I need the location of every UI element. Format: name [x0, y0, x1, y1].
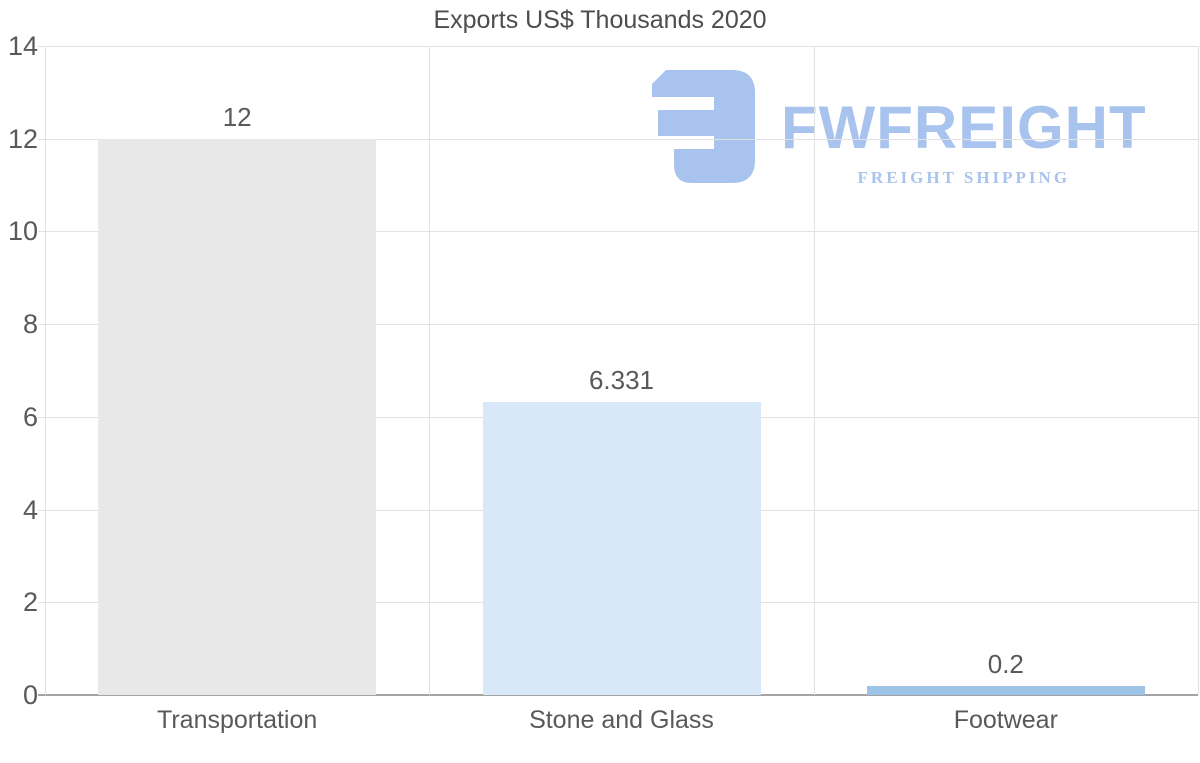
x-category-label: Footwear — [953, 706, 1058, 734]
y-tick-label: 6 — [22, 401, 38, 432]
bar-stone-and-glass — [482, 401, 761, 695]
bar-value-label: 12 — [222, 101, 252, 132]
y-tick-label: 2 — [22, 587, 38, 618]
watermark-brand-name: FWFREIGHT — [781, 94, 1147, 161]
x-category-label: Transportation — [157, 706, 318, 734]
watermark-text: FWFREIGHT FREIGHT SHIPPING — [781, 66, 1147, 188]
bar-footwear — [866, 685, 1145, 695]
x-category-label: Stone and Glass — [529, 706, 714, 734]
x-gridline — [814, 46, 815, 695]
y-tick-label: 10 — [7, 216, 38, 247]
y-gridline — [38, 46, 1198, 47]
y-gridline — [38, 694, 1198, 696]
y-tick-label: 8 — [22, 309, 38, 340]
y-tick-label: 4 — [22, 494, 38, 525]
x-gridline — [1198, 46, 1199, 695]
bar-value-label: 6.331 — [588, 364, 655, 395]
y-gridline — [38, 138, 1198, 140]
fwfreight-logo-icon — [652, 70, 755, 183]
bar-transportation — [98, 138, 377, 695]
y-tick-label: 0 — [22, 680, 38, 710]
chart-title: Exports US$ Thousands 2020 — [433, 6, 767, 34]
watermark-logo: FWFREIGHT FREIGHT SHIPPING — [652, 66, 1147, 188]
y-tick-label: 12 — [7, 123, 38, 154]
y-gridline — [38, 324, 1198, 326]
y-tick-label: 14 — [7, 31, 38, 61]
watermark-tagline: FREIGHT SHIPPING — [857, 168, 1071, 187]
x-gridline — [429, 46, 430, 695]
y-gridline — [38, 231, 1198, 233]
bar-value-label: 0.2 — [987, 648, 1024, 679]
x-gridline — [45, 46, 46, 695]
